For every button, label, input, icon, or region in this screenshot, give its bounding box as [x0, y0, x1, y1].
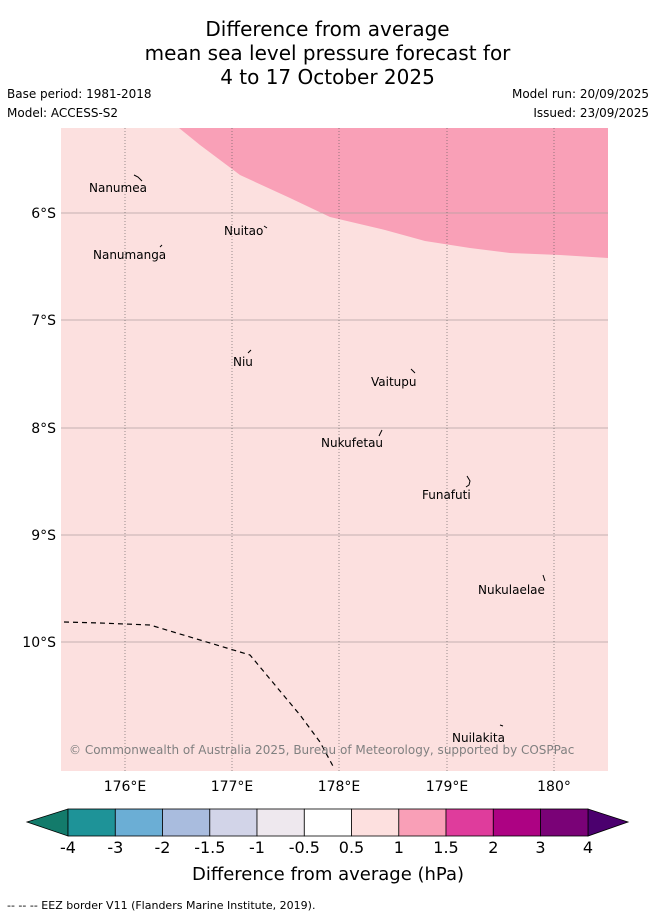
island-nanumanga	[159, 244, 163, 248]
lat-label-7s: 7°S	[31, 313, 56, 329]
lon-label-177e: 177°E	[211, 779, 254, 795]
place-nanumanga: Nanumanga	[93, 248, 166, 262]
model-run: Model run: 20/09/2025	[511, 87, 649, 101]
map-panel: Nanumea Nuitao Nanumanga Niu Vaitupu Nuk…	[61, 128, 608, 771]
lon-label-178e: 178°E	[318, 779, 361, 795]
base-period: Base period: 1981-2018	[7, 87, 152, 101]
place-nuilakita: Nuilakita	[452, 731, 505, 745]
lon-gridlines	[124, 128, 555, 771]
eez-border	[63, 621, 335, 769]
colorbar-over-arrow	[587, 808, 630, 837]
colorbar-segment-1	[114, 808, 164, 837]
lat-axis-labels: 6°S 7°S 8°S 9°S 10°S	[22, 206, 56, 651]
colorbar-tick-label: 1.5	[433, 838, 458, 857]
colorbar-tick-label: 1	[394, 838, 404, 857]
place-niu: Niu	[233, 355, 253, 369]
colorbar-tick-label: -3	[107, 838, 123, 857]
issued-date: Issued: 23/09/2025	[533, 106, 649, 120]
colorbar-tick-label: -2	[155, 838, 171, 857]
colorbar-segment-2	[162, 808, 211, 837]
lat-label-8s: 8°S	[31, 421, 56, 437]
colorbar-under-arrow	[25, 808, 69, 837]
colorbar-segment-3	[209, 808, 258, 837]
lon-label-176e: 176°E	[104, 779, 147, 795]
colorbar-title: Difference from average (hPa)	[192, 864, 464, 885]
island-nanumea	[133, 174, 143, 182]
colorbar-segment-7	[398, 808, 447, 837]
model-name: Model: ACCESS-S2	[7, 106, 119, 120]
lat-label-9s: 9°S	[31, 528, 56, 544]
lon-label-180: 180°	[537, 779, 571, 795]
colorbar-tick-label: 3	[535, 838, 545, 857]
title-line-2: mean sea level pressure forecast for	[144, 41, 511, 65]
island-funafuti	[465, 475, 471, 488]
island-nuilakita	[499, 724, 504, 727]
colorbar-segment-10	[540, 808, 589, 837]
place-funafuti: Funafuti	[422, 488, 471, 502]
place-labels: Nanumea Nuitao Nanumanga Niu Vaitupu Nuk…	[89, 181, 545, 745]
colorbar-segment-9	[492, 808, 541, 837]
colorbar-segment-5	[303, 808, 352, 837]
lat-label-6s: 6°S	[31, 206, 56, 222]
lat-gridlines	[61, 212, 608, 643]
island-nukulaelae	[542, 574, 546, 582]
place-vaitupu: Vaitupu	[371, 375, 417, 389]
place-nukulaelae: Nukulaelae	[478, 583, 545, 597]
colorbar-tick-label: -4	[60, 838, 76, 857]
colorbar-segment-8	[445, 808, 494, 837]
lat-label-10s: 10°S	[22, 635, 56, 651]
eez-footer-note: -- -- -- EEZ border V11 (Flanders Marine…	[7, 899, 316, 912]
colorbar-segments	[67, 808, 589, 837]
positive-anomaly-region	[179, 128, 608, 258]
island-nuitao	[263, 225, 268, 229]
colorbar-tick-label: 2	[488, 838, 498, 857]
place-nuitao: Nuitao	[224, 224, 263, 238]
place-nukufetau: Nukufetau	[321, 436, 383, 450]
colorbar-tick-labels: -4 -3 -2 -1.5 -1 -0.5 0.5 1 1.5 2 3 4	[60, 838, 593, 857]
colorbar-tick-label: -0.5	[289, 838, 320, 857]
place-nanumea: Nanumea	[89, 181, 147, 195]
island-nukufetau	[378, 429, 383, 437]
islands	[133, 174, 546, 727]
colorbar-tick-label: 0.5	[339, 838, 364, 857]
colorbar-segment-0	[67, 808, 116, 837]
colorbar: -4 -3 -2 -1.5 -1 -0.5 0.5 1 1.5 2 3 4 Di…	[25, 808, 630, 885]
lon-axis-labels: 176°E 177°E 178°E 179°E 180°	[104, 779, 571, 795]
colorbar-segment-4	[256, 808, 305, 837]
title-line-1: Difference from average	[205, 17, 450, 41]
colorbar-segment-6	[351, 808, 400, 837]
lon-label-179e: 179°E	[426, 779, 469, 795]
copyright-notice: © Commonwealth of Australia 2025, Bureau…	[69, 743, 574, 757]
colorbar-tick-label: -1.5	[194, 838, 225, 857]
colorbar-tick-label: -1	[249, 838, 265, 857]
island-vaitupu	[410, 368, 416, 374]
island-niu	[247, 349, 252, 354]
title-line-3: 4 to 17 October 2025	[220, 65, 435, 89]
colorbar-tick-label: 4	[583, 838, 593, 857]
